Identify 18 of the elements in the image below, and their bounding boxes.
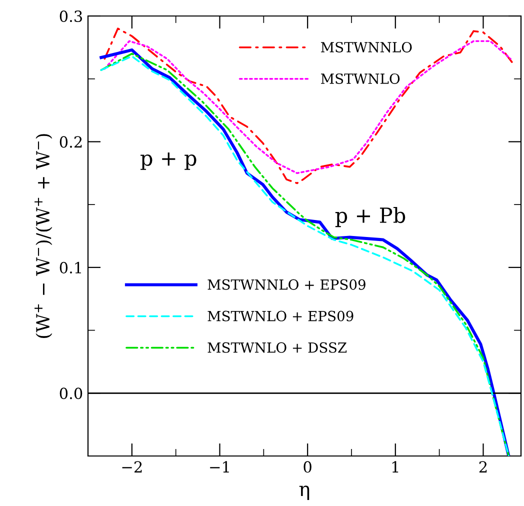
- x-tick-label: 1: [392, 461, 398, 472]
- x-tick-label: −1: [210, 461, 229, 472]
- legend-label: MSTWNLO + DSSZ: [208, 342, 347, 353]
- annotation: p + p: [140, 152, 196, 170]
- legend-label: MSTWNLO + EPS09: [208, 310, 354, 322]
- y-tick-label: 0.2: [60, 136, 82, 148]
- legend-label: MSTWNNLO: [321, 42, 412, 52]
- annotation: p + Pb: [335, 206, 406, 228]
- x-tick-label: 2: [479, 461, 487, 472]
- legend-label: MSTWNLO: [321, 73, 400, 84]
- y-tick-label: 0.3: [60, 10, 82, 22]
- x-tick-label: 0: [304, 461, 312, 473]
- legend-label: MSTWNNLO + EPS09: [208, 279, 366, 290]
- x-axis-title: η: [299, 486, 310, 500]
- y-tick-label: 0.0: [60, 388, 82, 400]
- y-tick-label: 0.1: [60, 262, 81, 274]
- text: (W$^{+}$ − W$^{−}$)/(W$^{+}$ + W$^{−}$): [34, 134, 52, 338]
- x-tick-label: −2: [122, 461, 142, 472]
